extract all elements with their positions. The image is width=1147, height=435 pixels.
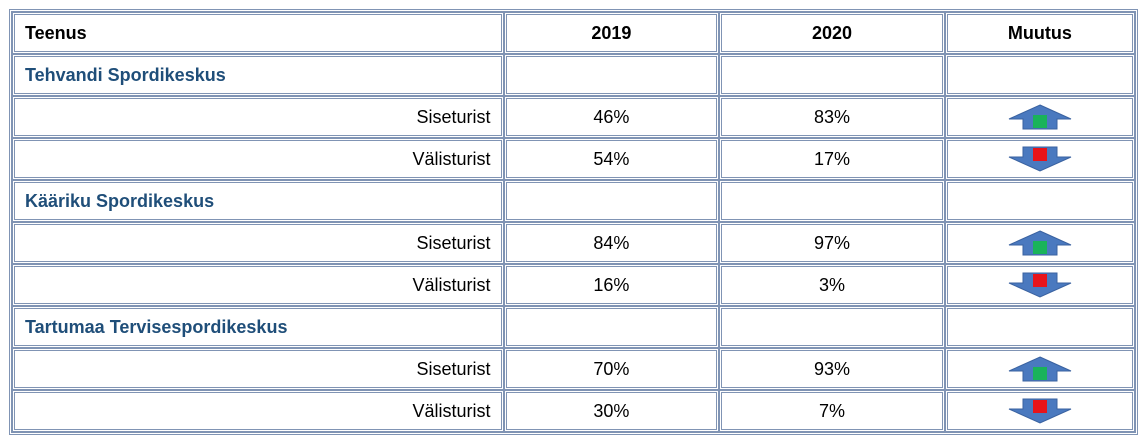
header-cell: 2020: [719, 12, 945, 54]
value-2020: 83%: [719, 96, 945, 138]
header-row: Teenus 2019 2020 Muutus: [12, 12, 1135, 54]
empty-cell: [944, 54, 1135, 96]
empty-cell: [503, 180, 720, 222]
arrow-down: [1008, 398, 1072, 424]
value-2020: 93%: [719, 348, 945, 390]
arrow-up: [1008, 104, 1072, 130]
value-2020: 7%: [719, 390, 945, 432]
group-row: Tartumaa Tervisespordikeskus: [12, 306, 1135, 348]
data-row: Siseturist 70% 93%: [12, 348, 1135, 390]
arrow-up: [1008, 230, 1072, 256]
value-2019: 46%: [503, 96, 720, 138]
value-2020: 17%: [719, 138, 945, 180]
change-icon: [944, 264, 1135, 306]
value-2019: 16%: [503, 264, 720, 306]
header-cell: Muutus: [944, 12, 1135, 54]
data-row: Siseturist 46% 83%: [12, 96, 1135, 138]
header-cell: Teenus: [12, 12, 504, 54]
empty-cell: [944, 180, 1135, 222]
data-row: Välisturist 30% 7%: [12, 390, 1135, 432]
group-name: Tartumaa Tervisespordikeskus: [12, 306, 504, 348]
empty-cell: [944, 306, 1135, 348]
change-icon: [944, 390, 1135, 432]
value-2019: 84%: [503, 222, 720, 264]
value-2019: 30%: [503, 390, 720, 432]
row-label: Välisturist: [12, 138, 504, 180]
arrow-up: [1008, 356, 1072, 382]
empty-cell: [719, 54, 945, 96]
row-label: Välisturist: [12, 264, 504, 306]
table-body: Teenus 2019 2020 Muutus Tehvandi Spordikesku…: [12, 12, 1135, 432]
arrow-down: [1008, 272, 1072, 298]
row-label: Siseturist: [12, 96, 504, 138]
empty-cell: [503, 306, 720, 348]
group-row: Kääriku Spordikeskus: [12, 180, 1135, 222]
empty-cell: [503, 54, 720, 96]
arrow-down: [1008, 146, 1072, 172]
empty-cell: [719, 306, 945, 348]
value-2020: 97%: [719, 222, 945, 264]
data-row: Välisturist 16% 3%: [12, 264, 1135, 306]
change-icon: [944, 96, 1135, 138]
header-cell: 2019: [503, 12, 720, 54]
group-row: Tehvandi Spordikeskus: [12, 54, 1135, 96]
table: Teenus 2019 2020 Muutus Tehvandi Spordikesku…: [9, 9, 1138, 435]
change-icon: [944, 138, 1135, 180]
change-icon: [944, 222, 1135, 264]
data-row: Välisturist 54% 17%: [12, 138, 1135, 180]
group-name: Tehvandi Spordikeskus: [12, 54, 504, 96]
row-label: Siseturist: [12, 222, 504, 264]
value-2019: 70%: [503, 348, 720, 390]
value-2020: 3%: [719, 264, 945, 306]
group-name: Kääriku Spordikeskus: [12, 180, 504, 222]
empty-cell: [719, 180, 945, 222]
row-label: Siseturist: [12, 348, 504, 390]
change-icon: [944, 348, 1135, 390]
data-row: Siseturist 84% 97%: [12, 222, 1135, 264]
row-label: Välisturist: [12, 390, 504, 432]
value-2019: 54%: [503, 138, 720, 180]
